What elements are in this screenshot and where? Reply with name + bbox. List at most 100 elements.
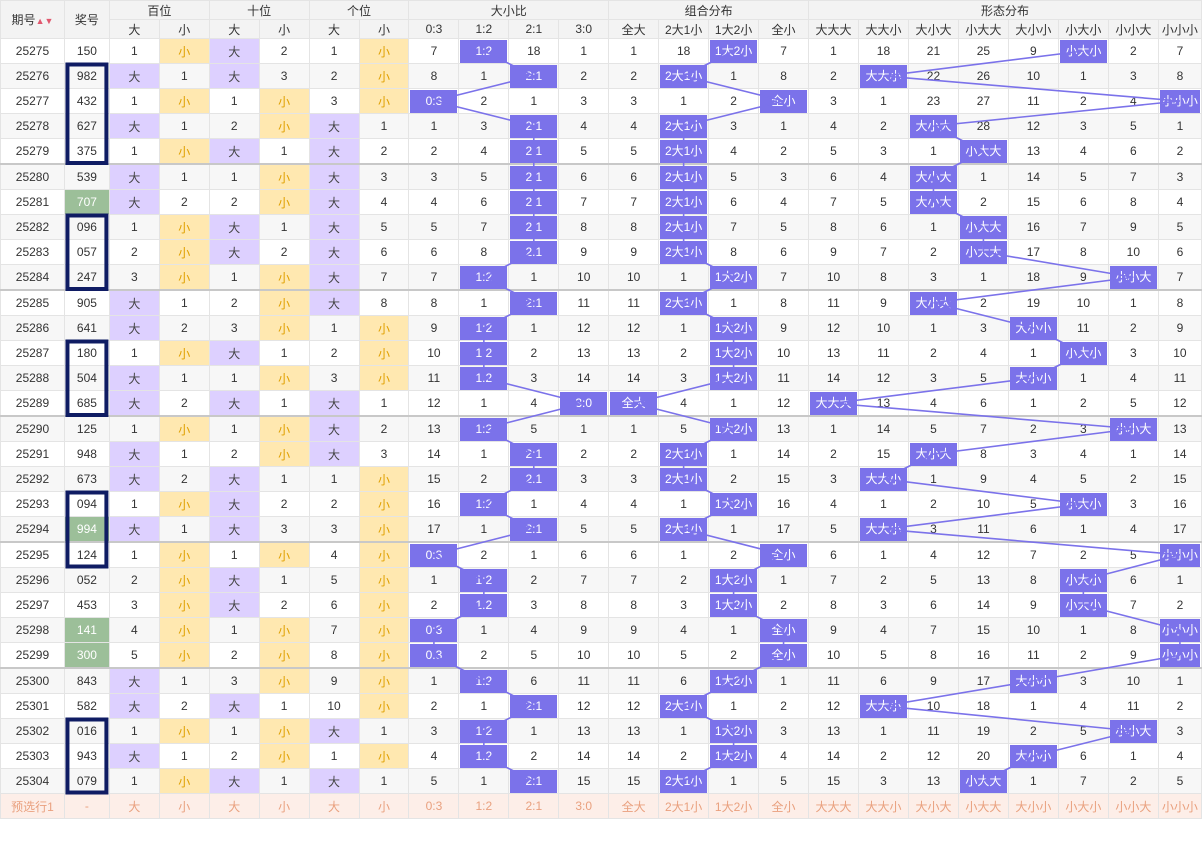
data-cell: 2: [1107, 768, 1159, 794]
data-cell: 2: [158, 315, 210, 341]
preselect-big[interactable]: 大: [108, 793, 160, 819]
data-cell: 小: [358, 315, 410, 341]
preselect-small[interactable]: 小: [258, 793, 310, 819]
preselect-big[interactable]: 大: [308, 793, 360, 819]
data-cell: 2: [608, 441, 660, 467]
data-cell: 10: [858, 315, 909, 341]
preselect-option[interactable]: 2:1: [508, 793, 560, 819]
data-cell: 1: [258, 390, 310, 417]
hit-cell: 2大1小: [658, 239, 710, 265]
hit-label: 全小: [760, 643, 808, 667]
data-cell: 26: [957, 63, 1009, 89]
preselect-row[interactable]: 预选行1- 大小大小大小 0:3 1:2 2:1 3:0 全大 2大1小 1大2小 全小 大大大 大大…: [0, 793, 1202, 819]
data-cell: 小: [258, 163, 310, 190]
data-cell: 5: [1007, 491, 1059, 517]
preselect-option[interactable]: 2大1小: [658, 793, 710, 819]
hit-label: 大小大: [909, 190, 957, 214]
data-cell: 8: [1007, 567, 1059, 593]
issue-header[interactable]: 期号▲▼: [0, 0, 65, 39]
data-cell: 2: [708, 541, 760, 568]
hit-label: 全小: [760, 543, 808, 567]
data-cell: 大: [108, 113, 160, 139]
preselect-option[interactable]: 大大小: [858, 793, 909, 819]
data-cell: 1: [108, 768, 160, 794]
hit-cell: 1:2: [458, 340, 510, 366]
data-cell: 18: [658, 38, 710, 64]
data-cell: 2: [558, 63, 610, 89]
data-cell: 8: [957, 441, 1009, 467]
table-row: 25294 994 大 1 大 3 3 小 17 1 2:1 5 5 2大1小 1 17 5 大大小 3 11 6 1 4 1…: [0, 516, 1202, 543]
preselect-option[interactable]: 全小: [758, 793, 810, 819]
data-cell: 10: [558, 642, 610, 669]
data-cell: 1: [458, 390, 510, 417]
data-cell: 1: [758, 667, 810, 694]
hit-label: 大小小: [1009, 744, 1057, 768]
data-cell: 1: [708, 693, 760, 719]
data-cell: 13: [558, 718, 610, 744]
data-cell: 3: [858, 138, 909, 165]
table-row: 25283 057 2 小大 2 大 6 6 8 2:1 9 9 2大1小 8 6 9 7 2 小大大 17 8 10 6: [0, 239, 1202, 265]
data-cell: 2: [208, 113, 260, 139]
data-cell: 12: [608, 315, 660, 341]
data-cell: 小: [158, 239, 210, 265]
preselect-option[interactable]: 1大2小: [708, 793, 760, 819]
table-row: 25304 079 1 小大 1 大 1 5 1 2:1 15 15 2大1小 1 5 15 3 13 小大大 1 7 2…: [0, 768, 1202, 794]
data-cell: 2: [1157, 693, 1202, 719]
data-cell: 6: [508, 667, 560, 694]
issue-cell: 25292: [0, 466, 65, 492]
data-cell: 小: [258, 541, 310, 568]
data-cell: 12: [758, 390, 810, 417]
preselect-option[interactable]: 小大小: [1057, 793, 1109, 819]
hit-label: 2:1: [510, 517, 558, 541]
hit-label: 1:2: [460, 492, 508, 516]
hit-cell: 2大1小: [658, 693, 710, 719]
hit-cell: 1:2: [458, 718, 510, 744]
data-cell: 2: [108, 567, 160, 593]
preselect-option[interactable]: 3:0: [558, 793, 610, 819]
preselect-option[interactable]: 0:3: [408, 793, 460, 819]
data-cell: 2: [608, 63, 660, 89]
data-cell: 小: [158, 88, 210, 114]
preselect-option[interactable]: 小大大: [957, 793, 1009, 819]
combo-subheader: 全大: [608, 19, 660, 39]
data-cell: 2: [1107, 38, 1159, 64]
preselect-option[interactable]: 大大大: [808, 793, 859, 819]
size-ratio-header: 大小比: [408, 0, 610, 20]
preselect-small[interactable]: 小: [158, 793, 210, 819]
preselect-option[interactable]: 小小小: [1157, 793, 1202, 819]
data-cell: 大: [308, 163, 360, 190]
data-cell: 3: [308, 365, 360, 391]
data-cell: 3: [708, 113, 760, 139]
hit-cell: 大小大: [907, 289, 959, 316]
data-cell: 5: [508, 642, 560, 669]
sort-icon[interactable]: ▲▼: [35, 16, 54, 26]
data-cell: 1: [208, 264, 260, 291]
shape-subheader: 小大小: [1057, 19, 1109, 39]
preselect-option[interactable]: 大小小: [1007, 793, 1059, 819]
shape-subheader: 大小大: [907, 19, 959, 39]
table-row: 25286 641 大 2 3 小 1 小 9 1:2 1 12 12 1 1大2小 9 12 10 1 3 大小小 11…: [0, 315, 1202, 341]
data-cell: 5: [1057, 718, 1109, 744]
data-cell: 2: [358, 415, 410, 442]
data-cell: 大: [308, 264, 360, 291]
issue-cell: 25285: [0, 289, 65, 316]
data-cell: 13: [758, 415, 810, 442]
preselect-option[interactable]: 大小大: [907, 793, 959, 819]
data-cell: 7: [1107, 592, 1159, 618]
ratio-subheader: 1:2: [458, 19, 510, 39]
prize-cell: 096: [63, 214, 110, 240]
hit-label: 2大1小: [660, 190, 708, 214]
hit-cell: 1大2小: [708, 315, 760, 341]
hit-cell: 2大1小: [658, 63, 710, 89]
preselect-big[interactable]: 大: [208, 793, 260, 819]
preselect-option[interactable]: 1:2: [458, 793, 510, 819]
hit-cell: 0:3: [408, 642, 460, 669]
data-cell: 11: [1057, 315, 1109, 341]
data-cell: 4: [1057, 441, 1109, 467]
shape-subheader: 大大小: [858, 19, 909, 39]
data-cell: 1: [108, 340, 160, 366]
preselect-option[interactable]: 小小大: [1107, 793, 1159, 819]
preselect-option[interactable]: 全大: [608, 793, 660, 819]
data-cell: 大: [108, 63, 160, 89]
preselect-small[interactable]: 小: [358, 793, 410, 819]
